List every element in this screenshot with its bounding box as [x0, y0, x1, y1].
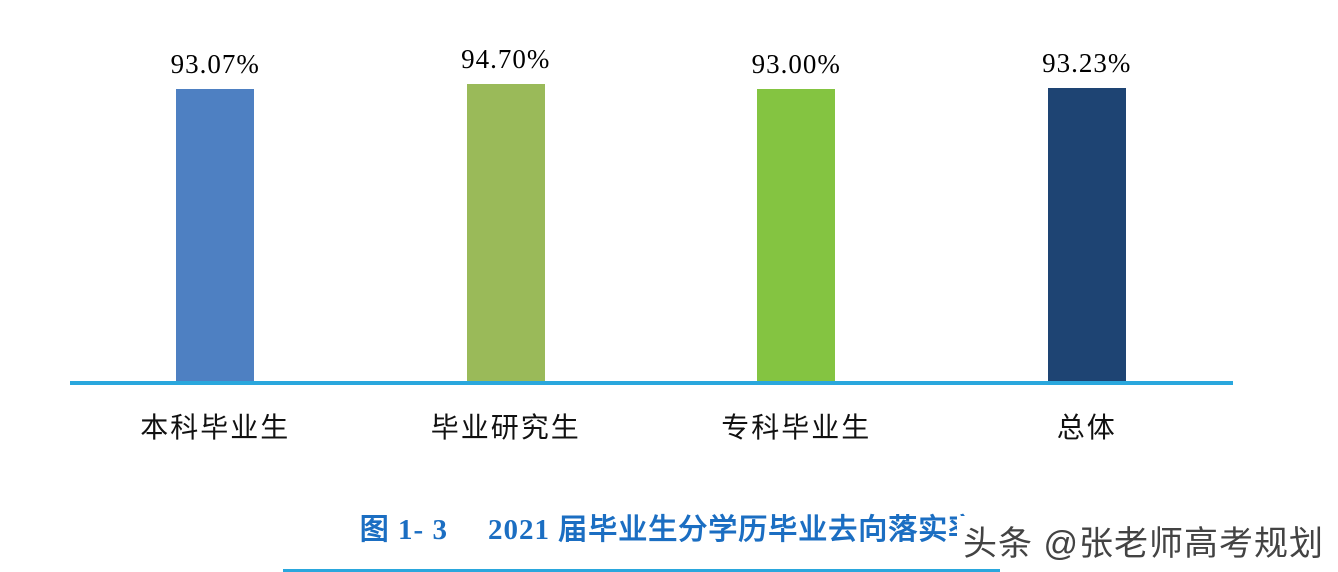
category-label: 专科毕业生: [721, 413, 872, 444]
bar: [757, 89, 836, 383]
bar-column: 93.23%: [942, 40, 1233, 383]
category-label: 总体: [1056, 413, 1117, 444]
x-axis-line: [70, 381, 1233, 385]
bar: [466, 83, 545, 383]
bar-column: 94.70%: [361, 40, 652, 383]
chart-title-text: 2021 届毕业生分学历毕业去向落实率: [487, 514, 979, 546]
bar-column: 93.00%: [651, 40, 942, 383]
bar-column: 93.07%: [70, 40, 361, 383]
value-label: 93.00%: [751, 49, 841, 80]
watermark-text: 头条 @张老师高考规划: [957, 516, 1324, 565]
category-label: 毕业研究生: [430, 413, 581, 444]
bar-chart-plot-area: 93.07% 94.70% 93.00% 93.23%: [70, 40, 1232, 383]
value-label: 94.70%: [461, 43, 551, 74]
value-label: 93.07%: [170, 48, 260, 79]
category-label: 本科毕业生: [140, 413, 291, 444]
bottom-divider-line: [283, 569, 1000, 572]
bar: [176, 88, 255, 383]
value-label: 93.23%: [1042, 48, 1132, 79]
chart-title: 图 1- 3 2021 届毕业生分学历毕业去向落实率: [0, 506, 1338, 548]
bar: [1047, 88, 1126, 383]
category-labels-row: 本科毕业生 毕业研究生 专科毕业生 总体: [70, 406, 1232, 446]
chart-title-figure-number: 图 1- 3: [359, 514, 448, 546]
